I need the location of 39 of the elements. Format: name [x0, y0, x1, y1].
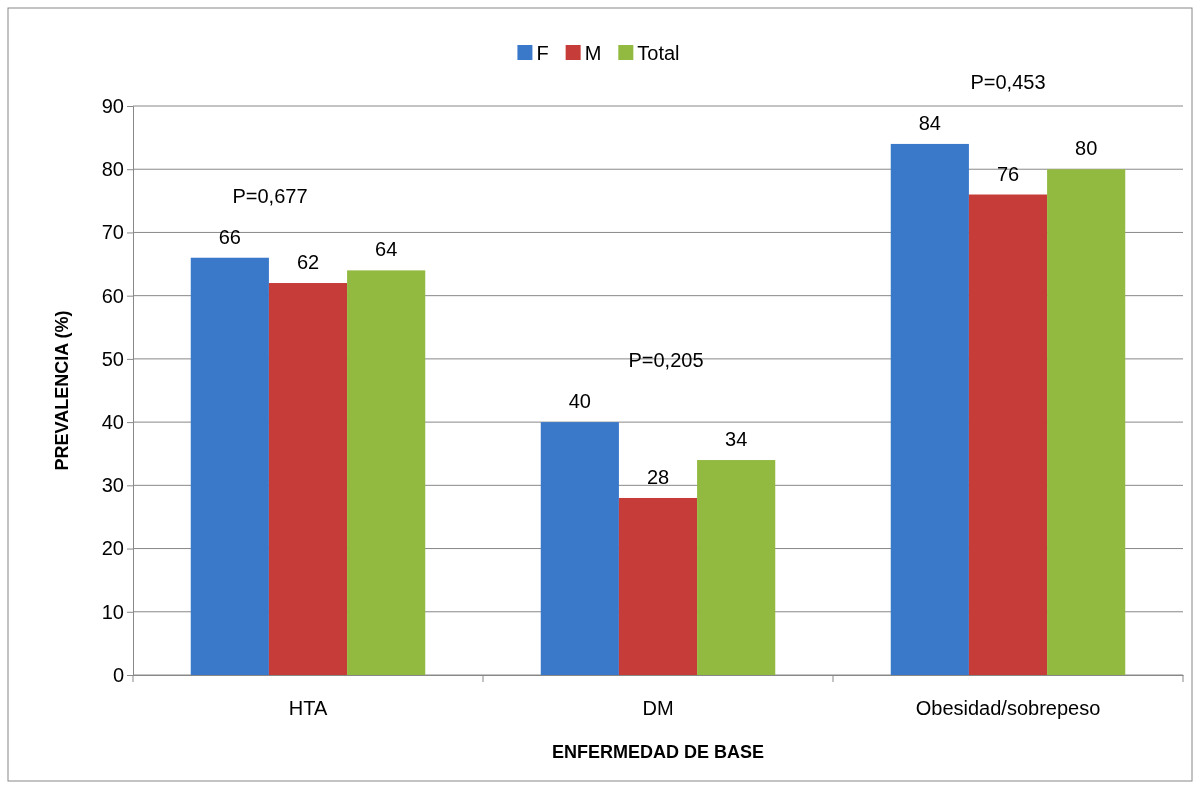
- y-tick-label: 70: [101, 221, 124, 244]
- y-tick-label: 40: [101, 411, 124, 434]
- bar: [190, 257, 269, 675]
- data-label: 84: [918, 111, 941, 134]
- y-tick-label: 30: [101, 474, 124, 497]
- x-tick-label: HTA: [288, 697, 328, 720]
- bar: [347, 270, 426, 675]
- data-label: 34: [725, 428, 748, 451]
- data-label: 66: [218, 225, 241, 248]
- data-label: 80: [1075, 137, 1098, 160]
- bar: [697, 460, 776, 675]
- legend-label: Total: [637, 42, 680, 64]
- y-tick-label: 10: [101, 600, 124, 623]
- y-tick-label: 20: [101, 537, 124, 560]
- data-label: 28: [646, 465, 670, 488]
- bar: [890, 143, 969, 675]
- bar: [618, 497, 698, 675]
- data-label: 62: [296, 251, 320, 274]
- legend-label: M: [584, 42, 602, 64]
- bar: [268, 283, 348, 675]
- y-tick-label: 60: [101, 284, 124, 307]
- annotation: P=0,677: [232, 184, 308, 207]
- legend-label: F: [536, 42, 549, 64]
- annotation: P=0,205: [628, 349, 704, 372]
- y-axis-title: PREVALENCIA (%): [52, 310, 72, 471]
- x-axis-title: ENFERMEDAD DE BASE: [551, 742, 765, 762]
- bar: [1047, 169, 1126, 675]
- bar: [968, 194, 1048, 675]
- y-tick-label: 90: [101, 94, 124, 117]
- y-tick-label: 50: [101, 347, 124, 370]
- text: P=0,453: [970, 70, 1046, 93]
- x-tick-label: Obesidad/sobrepeso: [915, 697, 1101, 720]
- data-label: 64: [375, 238, 398, 261]
- data-label: 76: [996, 162, 1020, 185]
- y-tick-label: 0: [112, 663, 124, 686]
- y-tick-label: 80: [101, 158, 124, 181]
- data-label: 40: [568, 390, 591, 413]
- bar: [540, 422, 619, 675]
- x-tick-label: DM: [642, 697, 674, 720]
